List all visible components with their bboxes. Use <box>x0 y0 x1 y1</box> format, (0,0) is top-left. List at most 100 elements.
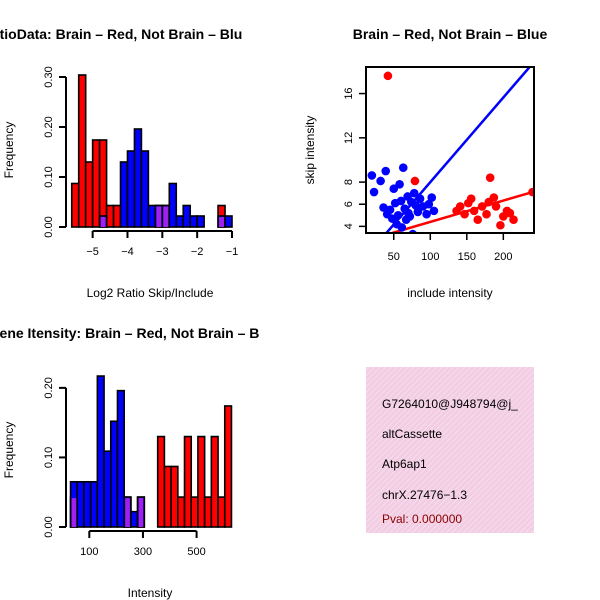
intensity-histogram-xlabel: Intensity <box>128 586 173 600</box>
ratio-histogram-y-tick-label: 0.10 <box>43 166 55 187</box>
intensity-histogram-bar-red <box>170 465 179 528</box>
scatter-point-blue <box>376 176 385 186</box>
scatter-point-red <box>410 176 420 186</box>
scatter-point-red <box>485 173 495 182</box>
info-probe-id: G7264010@J948794@j_ <box>382 397 518 411</box>
intensity-histogram-x-tick-label: 500 <box>187 546 205 558</box>
intensity-histogram-bar-red <box>223 405 233 528</box>
scatter-y-tick-label: 4 <box>343 223 355 229</box>
scatter-point-red <box>455 202 465 211</box>
scatter-point-red <box>509 215 518 225</box>
scatter-point-blue <box>395 180 404 189</box>
intensity-histogram-y-tick-label: 0.10 <box>43 447 55 468</box>
ratio-histogram-bar-blue <box>182 204 191 228</box>
ratio-histogram-bar-blue <box>126 150 136 228</box>
scatter-x-tick-label: 200 <box>494 251 512 263</box>
intensity-histogram-bar-blue <box>130 510 139 528</box>
info-locus: chrX.27476−1.3 <box>382 488 467 502</box>
ratio-histogram-title: RatioData: Brain – Red, Not Brain – Blu <box>0 26 242 42</box>
ratio-histogram-bar-blue <box>196 215 205 228</box>
scatter-point-blue <box>393 210 403 220</box>
intensity-histogram-y-tick-label: 0.00 <box>43 516 55 537</box>
ratio-histogram-bar-overlap <box>219 217 225 227</box>
scatter-point-blue <box>369 187 379 197</box>
scatter-y-tick-label: 12 <box>343 132 355 144</box>
scatter-point-blue <box>422 209 431 219</box>
scatter-point-blue <box>427 193 437 202</box>
intensity-histogram-bar-blue <box>89 480 99 528</box>
ratio-histogram-bar-overlap <box>163 206 169 227</box>
scatter-point-red <box>469 206 479 216</box>
scatter-point-red <box>466 194 476 203</box>
scatter-y-tick-label: 8 <box>343 179 355 185</box>
ratio-histogram-bars <box>70 74 233 228</box>
scatter-point-red <box>383 71 393 81</box>
intensity-histogram-panel: Gene Itensity: Brain – Red, Not Brain – … <box>0 325 259 600</box>
ratio-histogram-y-tick-label: 0.20 <box>43 116 55 137</box>
ratio-histogram-bar-blue <box>224 215 233 228</box>
ratio-histogram-xlabel: Log2 Ratio Skip/Include <box>87 286 214 300</box>
scatter-x-tick-label: 50 <box>388 251 400 263</box>
intensity-histogram-axes: 100 300 500 0.00 0.10 0.20 <box>43 377 206 558</box>
intensity-histogram-bar-blue <box>103 450 112 528</box>
intensity-histogram-bar-blue <box>83 480 92 528</box>
scatter-point-blue <box>409 188 419 198</box>
scatter-point-blue <box>396 196 406 206</box>
intensity-histogram-bar-red <box>183 435 193 528</box>
scatter-plot-area <box>367 67 534 233</box>
ratio-histogram-bar-red <box>105 204 115 228</box>
scatter-ylabel: skip intensity <box>303 116 317 185</box>
ratio-histogram-bar-red <box>84 161 94 228</box>
intensity-histogram-bar-red <box>203 496 213 528</box>
scatter-point-blue <box>397 223 407 232</box>
intensity-histogram-bar-blue <box>76 480 85 528</box>
scatter-point-red <box>505 208 515 218</box>
intensity-histogram-bar-blue <box>116 389 125 528</box>
info-panel-hatching <box>366 367 534 533</box>
ratio-histogram-bar-overlap <box>100 217 106 227</box>
scatter-point-blue <box>415 194 425 203</box>
intensity-histogram-bar-blue <box>96 375 105 528</box>
scatter-point-red <box>473 215 483 225</box>
ratio-histogram-bar-blue <box>175 215 185 228</box>
scatter-xlabel: include intensity <box>407 286 492 300</box>
intensity-histogram-bar-red <box>210 435 219 528</box>
intensity-histogram-ylabel: Frequency <box>2 422 16 479</box>
ratio-histogram-panel: RatioData: Brain – Red, Not Brain – Blu … <box>0 26 242 300</box>
scatter-point-red <box>491 202 501 211</box>
ratio-histogram-axes: −5 −4 −3 −2 −1 0.00 0.10 0.20 0.30 <box>43 66 238 258</box>
intensity-histogram-bar-blue <box>109 420 119 528</box>
scatter-point-blue <box>379 203 388 212</box>
scatter-point-blue <box>398 163 408 173</box>
scatter-point-blue <box>413 207 423 217</box>
intensity-histogram-bars <box>69 375 233 528</box>
intensity-histogram-bar-red <box>197 435 206 528</box>
intensity-histogram-x-tick-label: 300 <box>134 546 152 558</box>
ratio-histogram-bar-red <box>112 204 122 228</box>
scatter-point-red <box>477 202 487 211</box>
intensity-scatter-panel: Brain – Red, Not Brain – Blue 50 100 150 20… <box>303 26 547 300</box>
scatter-point-blue <box>411 201 420 210</box>
ratio-histogram-bar-blue <box>168 182 178 228</box>
scatter-axes: 50 100 150 200 4 6 8 12 16 <box>343 87 513 263</box>
scatter-point-blue <box>424 199 434 209</box>
ratio-histogram-bar-red <box>77 74 87 228</box>
ratio-histogram-bar-blue <box>189 215 198 228</box>
ratio-histogram-ylabel: Frequency <box>2 122 16 179</box>
scatter-point-blue <box>381 166 391 176</box>
scatter-x-tick-label: 100 <box>421 251 439 263</box>
ratio-histogram-bar-red <box>91 139 101 228</box>
ratio-histogram-bar-blue <box>140 150 150 228</box>
intensity-histogram-bar-red <box>217 496 226 528</box>
intensity-histogram-bar-overlap <box>125 498 130 527</box>
ratio-histogram-y-tick-label: 0.30 <box>43 66 55 87</box>
scatter-point-blue <box>405 212 415 221</box>
ratio-histogram-bar-blue <box>147 204 157 228</box>
info-pval: Pval: 0.000000 <box>382 512 462 526</box>
intensity-histogram-bar-red <box>190 496 199 528</box>
ratio-histogram-bar-blue <box>119 161 129 228</box>
scatter-x-tick-label: 150 <box>458 251 476 263</box>
scatter-point-red <box>528 187 534 197</box>
info-panel: G7264010@J948794@j_ altCassette Atp6ap1 … <box>366 367 534 533</box>
